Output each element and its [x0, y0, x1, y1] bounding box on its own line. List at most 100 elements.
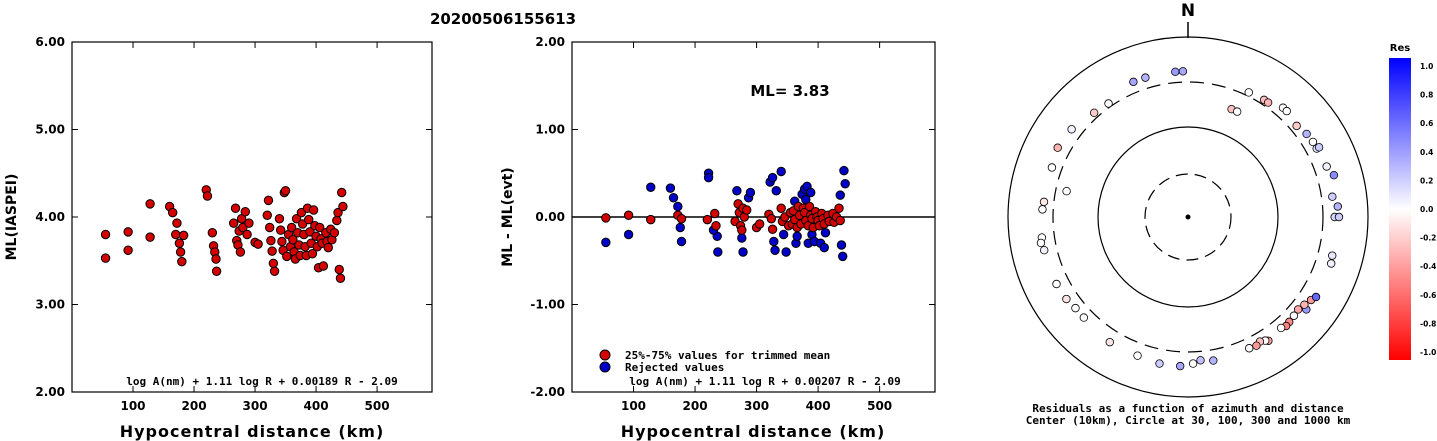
rejected-point [819, 242, 829, 253]
x-tick-label: 300 [744, 399, 769, 413]
magnitude-point [267, 246, 277, 256]
station-residual-marker [1067, 125, 1076, 134]
magnitude-point [269, 266, 280, 276]
magnitude-point [172, 218, 182, 228]
ring-1000km [1007, 36, 1369, 398]
station-residual-marker [1105, 337, 1114, 347]
magnitude-point [291, 214, 302, 224]
station-residual-marker [1038, 205, 1047, 214]
station-residual-marker [1047, 163, 1057, 172]
station-residual-marker [1314, 143, 1324, 152]
colorbar-tick-label: 0.6 [1420, 119, 1433, 128]
rejected-point [673, 201, 683, 212]
y-tick-label: 5.00 [35, 123, 65, 137]
magnitude-vs-distance-plot: Hypocentral distance (km) ML(IASPEI) log… [4, 35, 433, 441]
ring-300km [1052, 81, 1324, 353]
magnitude-point [211, 266, 222, 276]
magnitude-point [304, 214, 314, 225]
magnitude-point [167, 207, 178, 218]
station-residual-marker [1036, 238, 1046, 248]
y-tick-label: 0.00 [535, 210, 565, 224]
colorbar-tick-label: 1.0 [1420, 62, 1433, 71]
rejected-point [745, 187, 756, 198]
legend-trimmed-label: 25%-75% values for trimmed mean [625, 349, 830, 362]
legend-rejected-label: Rejected values [625, 361, 724, 374]
station-residual-marker [1333, 202, 1342, 211]
magnitude-point [244, 218, 254, 228]
rejected-point [820, 228, 831, 238]
station-residual-marker [1040, 245, 1049, 255]
y-tick-label: 1.00 [535, 123, 565, 137]
station-residual-marker [1104, 99, 1113, 108]
magnitude-point [235, 247, 246, 257]
colorbar-gradient [1389, 58, 1411, 360]
rejected-point [778, 229, 789, 240]
colorbar-tick-label: 0.2 [1420, 176, 1433, 185]
colorbar-tick-label: -0.8 [1420, 319, 1436, 328]
station-residual-marker [1302, 129, 1311, 139]
station-residual-marker [1263, 98, 1273, 107]
magnitude-point [174, 238, 185, 248]
rejected-point [646, 182, 656, 192]
station-residual-marker [1334, 212, 1344, 222]
magnitude-point [335, 273, 346, 283]
x-tick-label: 200 [683, 399, 708, 413]
magnitude-point [100, 253, 111, 263]
trimmed-point [676, 214, 687, 224]
y-tick-label: 3.00 [35, 298, 65, 312]
magnitude-point [178, 230, 189, 241]
magnitude-point [253, 239, 263, 249]
magnitude-point [338, 201, 348, 212]
magnitude-point [323, 242, 333, 253]
rejected-point [737, 233, 747, 243]
y-tick-label: 2.00 [35, 385, 65, 399]
station-residual-marker [1178, 67, 1188, 76]
station-residual-marker [1328, 192, 1337, 201]
station-residual-marker [1311, 292, 1321, 302]
trimmed-point [804, 201, 815, 212]
trimmed-point [737, 225, 747, 235]
epicenter-dot [1185, 214, 1191, 220]
residual-vs-distance-plot: Hypocentral distance (km) ML - ML(evt) M… [500, 35, 936, 441]
colorbar-tick-label: 0.4 [1420, 148, 1433, 157]
trimmed-point [710, 208, 720, 219]
magnitude-point [145, 199, 155, 209]
magnitude-point [202, 191, 213, 201]
magnitude-point [266, 235, 276, 246]
magnitude-point [288, 235, 298, 245]
station-residual-marker [1209, 356, 1218, 365]
magnitude-point [123, 245, 133, 255]
magnitude-point [230, 203, 241, 213]
legend-rejected-marker [599, 361, 611, 373]
magnitude-point [145, 232, 155, 242]
plot1-formula: log A(nm) + 1.11 log R + 0.00189 R - 2.0… [126, 375, 398, 388]
rejected-point [770, 245, 780, 255]
event-id-title: 20200506155613 [430, 10, 576, 28]
station-residual-marker [1244, 344, 1254, 353]
station-residual-marker [1039, 197, 1049, 207]
station-residual-marker [1282, 106, 1291, 116]
station-residual-marker [1252, 341, 1261, 350]
rejected-point [835, 190, 845, 200]
plot1-y-label: ML(IASPEI) [4, 174, 20, 261]
station-residual-marker [1308, 137, 1318, 147]
magnitude-point [333, 207, 343, 218]
plot2-y-label: ML - ML(evt) [500, 167, 516, 266]
rejected-point [665, 183, 676, 193]
trimmed-point [767, 224, 778, 234]
rejected-point [781, 247, 791, 257]
magnitude-point [318, 261, 329, 271]
rejected-point [836, 240, 847, 250]
legend-trimmed-marker [599, 349, 611, 361]
rejected-point [771, 186, 781, 196]
station-residual-marker [1052, 279, 1061, 289]
colorbar-tick-label: -0.4 [1420, 262, 1436, 271]
ml-annotation: ML= 3.83 [750, 82, 829, 100]
rejected-point [806, 187, 816, 198]
north-label: N [1181, 1, 1195, 21]
rejected-point [838, 251, 848, 262]
plot1-x-label: Hypocentral distance (km) [120, 422, 385, 441]
plot1-frame [71, 41, 433, 393]
trimmed-point [834, 203, 844, 213]
colorbar-title: Res [1390, 43, 1410, 54]
